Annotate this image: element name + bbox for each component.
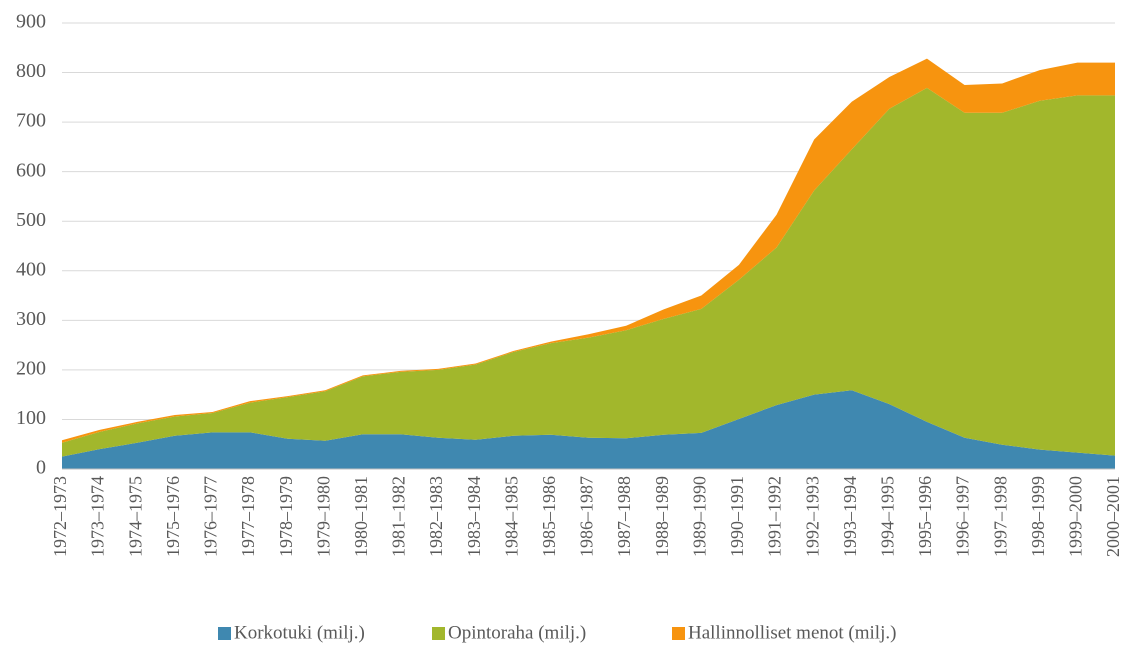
x-tick-label: 2000–2001: [1103, 476, 1123, 557]
legend-label: Hallinnolliset menot (milj.): [688, 622, 896, 643]
x-tick-label: 1983–1984: [464, 476, 484, 557]
x-tick-label: 1996–1997: [953, 476, 973, 557]
x-tick-label: 1999–2000: [1066, 476, 1086, 557]
x-tick-label: 1998–1999: [1028, 476, 1048, 557]
legend-swatch: [218, 627, 231, 640]
x-tick-label: 1973–1974: [88, 476, 108, 557]
x-tick-label: 1987–1988: [614, 476, 634, 557]
x-tick-label: 1994–1995: [877, 476, 897, 557]
x-tick-label: 1984–1985: [501, 476, 521, 557]
x-tick-label: 1990–1991: [727, 476, 747, 557]
x-tick-label: 1981–1982: [389, 476, 409, 557]
y-tick-label: 400: [16, 258, 46, 280]
x-tick-label: 1980–1981: [351, 476, 371, 557]
y-tick-label: 500: [16, 209, 46, 231]
x-tick-label: 1991–1992: [765, 476, 785, 557]
x-tick-label: 1982–1983: [426, 476, 446, 557]
x-tick-label: 1992–1993: [802, 476, 822, 557]
y-tick-label: 200: [16, 357, 46, 379]
y-tick-label: 700: [16, 110, 46, 132]
y-tick-label: 0: [36, 457, 46, 479]
x-tick-label: 1976–1977: [201, 476, 221, 557]
x-tick-label: 1972–1973: [50, 476, 70, 557]
area: [62, 87, 1115, 457]
area: [62, 390, 1115, 469]
x-tick-label: 1977–1978: [238, 476, 258, 557]
x-tick-label: 1975–1976: [163, 476, 183, 557]
x-tick-label: 1989–1990: [689, 476, 709, 557]
area: [62, 58, 1115, 443]
legend-label: Korkotuki (milj.): [234, 622, 365, 643]
legend-swatch: [672, 627, 685, 640]
legend-swatch: [432, 627, 445, 640]
x-tick-label: 1978–1979: [276, 476, 296, 557]
legend-label: Opintoraha (milj.): [448, 622, 586, 643]
x-tick-label: 1995–1996: [915, 476, 935, 557]
y-tick-label: 300: [16, 308, 46, 330]
y-tick-label: 100: [16, 407, 46, 429]
x-tick-label: 1979–1980: [313, 476, 333, 557]
x-tick-label: 1986–1987: [577, 476, 597, 557]
x-tick-label: 1993–1994: [840, 476, 860, 557]
x-tick-label: 1974–1975: [125, 476, 145, 557]
y-tick-label: 800: [16, 60, 46, 82]
x-tick-label: 1988–1989: [652, 476, 672, 557]
x-tick-label: 1997–1998: [990, 476, 1010, 557]
y-tick-label: 600: [16, 159, 46, 181]
x-tick-label: 1985–1986: [539, 476, 559, 557]
y-tick-label: 900: [16, 11, 46, 33]
